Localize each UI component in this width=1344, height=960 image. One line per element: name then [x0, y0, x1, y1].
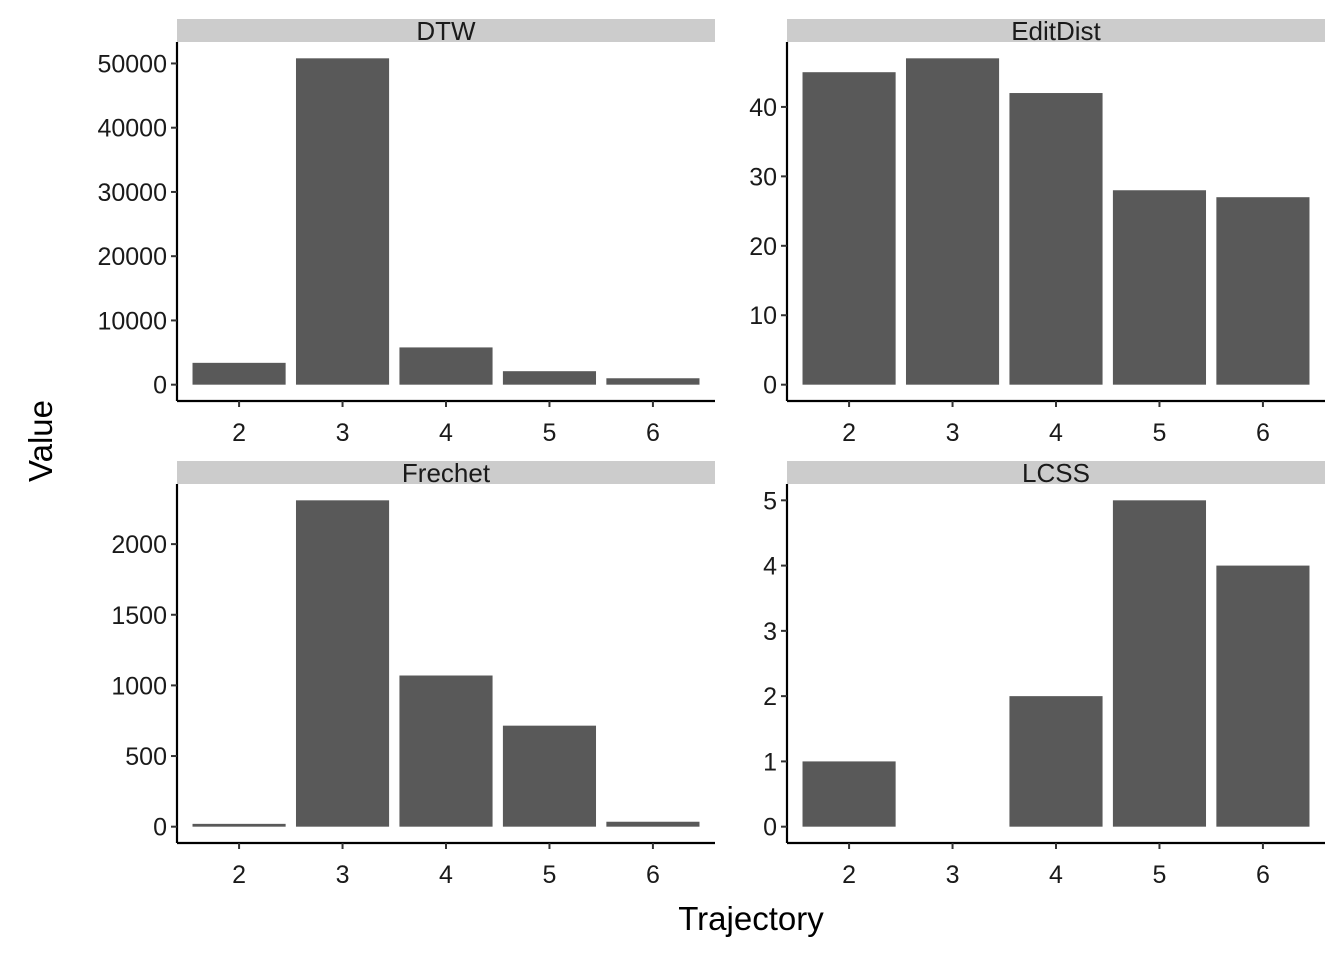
- x-tick-label-editdist: 2: [842, 419, 856, 447]
- y-tick-label-frechet: 2000: [111, 531, 167, 559]
- strip-editdist: [787, 19, 1325, 42]
- bar-lcss-2: [802, 761, 896, 827]
- y-tick-label-lcss: 1: [763, 748, 777, 776]
- x-tick-label-lcss: 4: [1049, 861, 1063, 889]
- strip-label-dtw: DTW: [416, 16, 476, 46]
- y-tick-label-lcss: 4: [763, 553, 777, 581]
- y-tick-label-dtw: 20000: [97, 243, 167, 271]
- bar-frechet-3: [295, 500, 390, 827]
- strip-dtw: [177, 19, 715, 42]
- x-tick-label-frechet: 4: [439, 861, 453, 889]
- x-tick-label-frechet: 2: [232, 861, 246, 889]
- bar-editdist-3: [905, 58, 1000, 385]
- x-tick-label-frechet: 5: [543, 861, 557, 889]
- bar-editdist-5: [1112, 190, 1207, 385]
- bar-frechet-2: [192, 823, 286, 827]
- x-tick-label-editdist: 6: [1256, 419, 1270, 447]
- y-tick-label-frechet: 1500: [111, 602, 167, 630]
- x-tick-label-dtw: 6: [646, 419, 660, 447]
- y-tick-label-dtw: 30000: [97, 179, 167, 207]
- bar-editdist-6: [1216, 197, 1310, 385]
- strip-label-frechet: Frechet: [402, 458, 491, 488]
- y-tick-label-dtw: 0: [153, 372, 167, 400]
- y-axis-title: Value: [22, 400, 59, 482]
- y-tick-label-editdist: 0: [763, 372, 777, 400]
- x-tick-label-frechet: 3: [336, 861, 350, 889]
- x-tick-label-lcss: 6: [1256, 861, 1270, 889]
- bar-dtw-6: [606, 378, 700, 385]
- bar-frechet-6: [606, 821, 700, 827]
- bar-dtw-3: [295, 58, 390, 385]
- x-tick-label-editdist: 3: [946, 419, 960, 447]
- y-tick-label-frechet: 500: [125, 743, 167, 771]
- bar-lcss-5: [1112, 500, 1207, 827]
- x-tick-label-editdist: 4: [1049, 419, 1063, 447]
- strip-label-lcss: LCSS: [1022, 458, 1090, 488]
- bar-frechet-5: [502, 725, 597, 827]
- y-tick-label-lcss: 0: [763, 814, 777, 842]
- bar-dtw-4: [399, 347, 493, 385]
- x-tick-label-lcss: 2: [842, 861, 856, 889]
- x-tick-label-dtw: 3: [336, 419, 350, 447]
- x-tick-label-dtw: 4: [439, 419, 453, 447]
- y-tick-label-editdist: 20: [749, 233, 777, 261]
- bar-lcss-4: [1009, 696, 1103, 827]
- bar-editdist-4: [1009, 93, 1103, 385]
- strip-lcss: [787, 461, 1325, 484]
- y-tick-label-dtw: 40000: [97, 115, 167, 143]
- panel-lcss: LCSS 0 1 2 3 4 5 2 3 4 5 6: [763, 458, 1325, 889]
- y-tick-label-frechet: 0: [153, 814, 167, 842]
- strip-label-editdist: EditDist: [1011, 16, 1101, 46]
- x-tick-label-frechet: 6: [646, 861, 660, 889]
- y-tick-label-lcss: 5: [763, 487, 777, 515]
- y-tick-label-editdist: 10: [749, 302, 777, 330]
- y-tick-label-dtw: 50000: [97, 50, 167, 78]
- x-tick-label-lcss: 3: [946, 861, 960, 889]
- bar-lcss-6: [1216, 565, 1310, 827]
- panel-editdist: EditDist 0 10 20 30 40 2 3 4 5 6: [749, 16, 1325, 447]
- y-tick-label-editdist: 30: [749, 163, 777, 191]
- bar-editdist-2: [802, 72, 896, 385]
- strip-frechet: [177, 461, 715, 484]
- bar-frechet-4: [399, 675, 493, 827]
- x-tick-label-dtw: 5: [543, 419, 557, 447]
- y-tick-label-lcss: 3: [763, 618, 777, 646]
- y-tick-label-editdist: 40: [749, 94, 777, 122]
- y-tick-label-dtw: 10000: [97, 307, 167, 335]
- bar-dtw-5: [502, 371, 597, 385]
- x-tick-label-editdist: 5: [1153, 419, 1167, 447]
- x-tick-label-lcss: 5: [1153, 861, 1167, 889]
- x-axis-title: Trajectory: [678, 900, 824, 937]
- panel-dtw: DTW 0 10000 20000 30000 40000 50000 2 3 4 5 6: [97, 16, 715, 447]
- y-tick-label-lcss: 2: [763, 683, 777, 711]
- x-tick-label-dtw: 2: [232, 419, 246, 447]
- panel-frechet: Frechet 0 500 1000 1500 2000 2 3 4 5 6: [111, 458, 715, 889]
- y-tick-label-frechet: 1000: [111, 672, 167, 700]
- bar-dtw-2: [192, 362, 286, 385]
